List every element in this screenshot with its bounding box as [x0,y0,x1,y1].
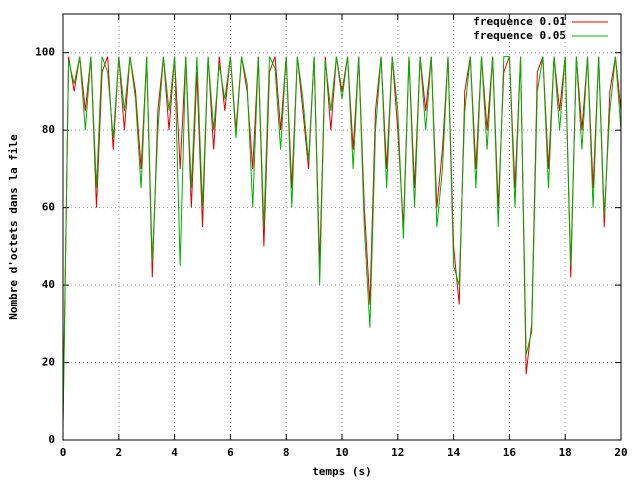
x-tick-label: 8 [283,446,290,459]
line-series [62,56,622,429]
x-tick-label: 12 [391,446,404,459]
x-tick-label: 18 [559,446,572,459]
legend-label: frequence 0.01 [473,15,566,28]
x-tick-label: 2 [115,446,122,459]
x-tick-label: 0 [60,446,67,459]
y-tick-label: 0 [48,433,55,446]
y-axis-label: Nombre d'octets dans la file [7,134,20,320]
x-tick-label: 10 [335,446,348,459]
x-tick-label: 16 [503,446,517,459]
y-tick-label: 60 [42,201,55,214]
y-tick-label: 80 [42,123,55,136]
x-tick-label: 4 [171,446,178,459]
x-tick-label: 6 [227,446,234,459]
x-axis-label: temps (s) [312,465,372,478]
y-tick-label: 100 [35,46,55,59]
y-tick-label: 40 [42,278,55,291]
legend-label: frequence 0.05 [473,29,566,42]
x-tick-label: 14 [447,446,461,459]
plot-frame [62,13,622,441]
x-tick-label: 20 [614,446,627,459]
y-tick-label: 20 [42,356,55,369]
